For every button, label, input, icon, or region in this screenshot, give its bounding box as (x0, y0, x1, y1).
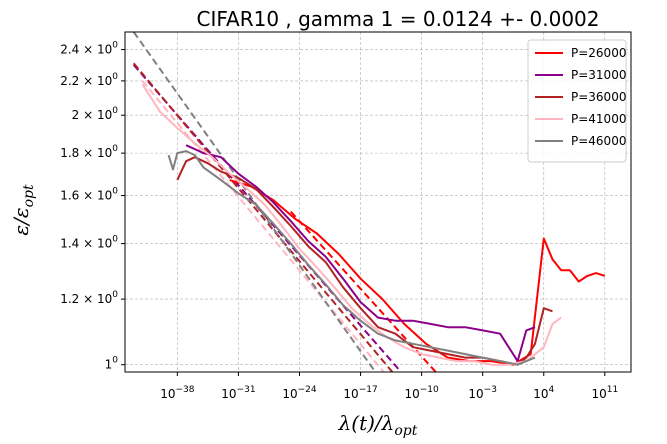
y-tick-label: 1.4 × 100 (60, 235, 118, 251)
axis-ticks: 10−38 10−31 10−24 10−17 10−10 10−3 104 1011 10 1.… (60, 41, 618, 401)
legend-label: P=31000 (571, 68, 626, 82)
y-tick-label: 2 × 100 (72, 106, 119, 122)
y-tick-label: 1.6 × 100 (60, 187, 118, 203)
x-tick-label: 10−17 (343, 385, 377, 401)
legend-label: P=36000 (571, 90, 626, 104)
plot-frame (124, 31, 632, 373)
legend-box (527, 39, 627, 163)
series-line-p-41000 (141, 83, 562, 366)
fit-line-p-26000 (290, 210, 438, 372)
legend-label: P=26000 (571, 46, 626, 60)
y-tick-label: 1.8 × 100 (60, 144, 118, 160)
y-axis-label: ε/εopt (9, 184, 37, 236)
y-tick-label: 10 (105, 356, 119, 372)
y-tick-label: 2.2 × 100 (60, 72, 118, 88)
legend-label: P=46000 (571, 134, 626, 148)
legend: P=26000 P=31000 P=36000 P=41000 P=46000 (527, 39, 627, 163)
y-tick-label: 2.4 × 100 (60, 41, 118, 57)
x-tick-label: 104 (533, 385, 554, 401)
y-tick-label: 1.2 × 100 (60, 290, 118, 306)
legend-label: P=41000 (571, 112, 626, 126)
x-tick-label: 10−31 (221, 385, 255, 401)
x-tick-label: 10−10 (404, 385, 439, 401)
x-axis-label: λ(t)/λopt (338, 411, 418, 439)
fit-line-p-41000 (141, 80, 385, 372)
x-tick-label: 10−24 (282, 385, 317, 401)
x-tick-label: 10−38 (160, 385, 195, 401)
x-tick-label: 1011 (591, 385, 618, 401)
series-line-p-31000 (185, 144, 536, 363)
chart-title: CIFAR10 , gamma 1 = 0.0124 +- 0.0002 (196, 7, 599, 31)
plot-area (132, 32, 606, 372)
x-tick-label: 10−3 (468, 385, 497, 401)
series-layer (132, 32, 606, 372)
fit-line-p-36000 (132, 62, 394, 372)
series-line-p-46000 (167, 150, 536, 366)
